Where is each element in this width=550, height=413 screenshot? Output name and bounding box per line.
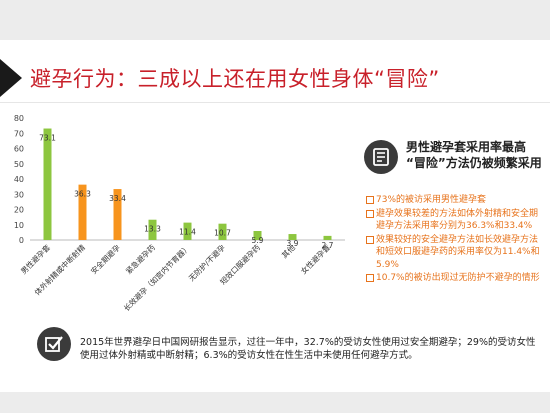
category-label: 长效避孕（如宫内节育器） (121, 242, 192, 313)
bullet-box-icon (366, 274, 374, 282)
y-tick-label: 60 (14, 145, 24, 154)
data-label: 33.4 (109, 194, 126, 203)
bullet-box-icon (366, 235, 374, 244)
side-heading: 男性避孕套采用率最高 “冒险”方法仍被频繁采用 (406, 140, 542, 170)
title-divider (0, 102, 550, 103)
y-tick-label: 10 (14, 221, 24, 230)
y-tick-label: 40 (14, 175, 24, 184)
bar-chart: 0102030405060708073.1男性避孕套36.3体外射精或中断射精3… (14, 114, 345, 313)
finding-item: 避孕效果较差的方法如体外射精和安全期避孕方法采用率分别为36.3%和33.4% (366, 208, 542, 233)
bar (43, 128, 52, 240)
y-tick-label: 30 (14, 190, 24, 199)
data-label: 13.3 (144, 225, 161, 234)
bullet-box-icon (366, 196, 374, 204)
bar (253, 231, 262, 240)
data-label: 3.9 (287, 239, 299, 248)
category-label: 女性避孕套 (298, 242, 332, 276)
finding-item: 73%的被访采用男性避孕套 (366, 194, 542, 207)
page-title: 避孕行为：三成以上还在用女性身体“冒险” (30, 67, 440, 91)
y-tick-label: 0 (19, 236, 24, 245)
finding-item: 10.7%的被访出现过无防护不避孕的情形 (366, 272, 542, 285)
bullet-box-icon (366, 209, 374, 218)
bar (288, 234, 297, 240)
checkbox-icon (37, 327, 71, 361)
title-arrow-icon (0, 59, 22, 97)
category-label: 男性避孕套 (18, 242, 52, 276)
bar (218, 223, 227, 240)
data-label: 36.3 (74, 190, 91, 199)
data-label: 10.7 (214, 229, 231, 238)
bottom-summary: 2015年世界避孕日中国网研报告显示，过往一年中，32.7%的受访女性使用过安全… (80, 337, 536, 361)
data-label: 5.9 (252, 236, 264, 245)
bar (113, 189, 122, 240)
finding-text: 10.7%的被访出现过无防护不避孕的情形 (376, 273, 540, 283)
category-label: 紧急避孕药 (123, 242, 157, 276)
bar (148, 219, 157, 240)
y-tick-label: 20 (14, 206, 24, 215)
bar (183, 222, 192, 240)
bar (323, 235, 332, 240)
top-bar (0, 0, 550, 40)
bar (78, 184, 87, 240)
document-icon (364, 140, 398, 174)
finding-item: 效果较好的安全避孕方法如长效避孕方法和短效口服避孕药的采用率仅为11.4%和5.… (366, 234, 542, 272)
data-label: 2.7 (322, 241, 334, 250)
data-label: 11.4 (179, 228, 196, 237)
y-tick-label: 70 (14, 129, 24, 138)
finding-text: 避孕效果较差的方法如体外射精和安全期避孕方法采用率分别为36.3%和33.4% (376, 208, 539, 232)
bottom-bar (0, 392, 550, 413)
findings-list: 73%的被访采用男性避孕套 避孕效果较差的方法如体外射精和安全期避孕方法采用率分… (366, 194, 542, 286)
finding-text: 效果较好的安全避孕方法如长效避孕方法和短效口服避孕药的采用率仅为11.4%和5.… (376, 234, 540, 270)
y-tick-label: 50 (14, 160, 24, 169)
y-tick-label: 80 (14, 114, 24, 123)
finding-text: 73%的被访采用男性避孕套 (376, 195, 487, 205)
title-band (0, 59, 550, 97)
data-label: 73.1 (39, 134, 56, 143)
category-label: 安全期避孕 (88, 242, 122, 276)
